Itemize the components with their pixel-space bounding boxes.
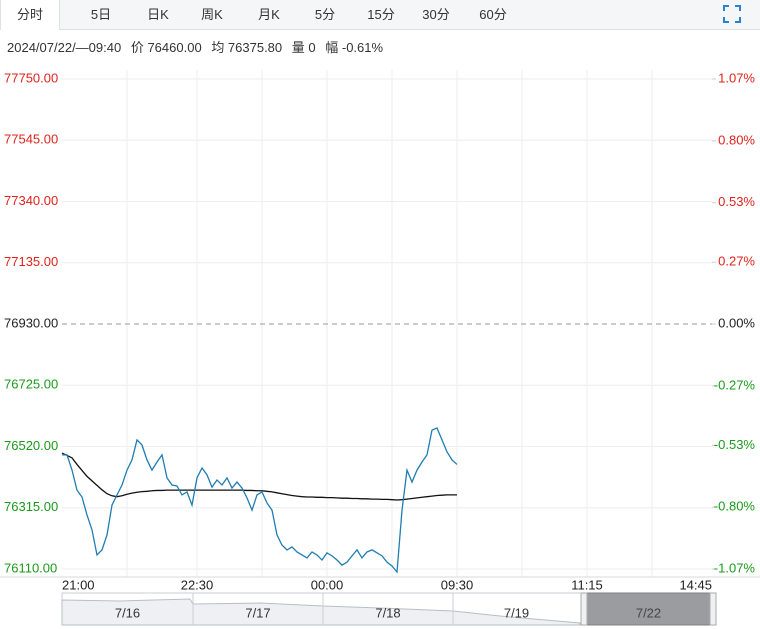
info-volume: 量 0 [291, 40, 316, 55]
x-tick-label: 22:30 [181, 577, 214, 592]
info-price: 价 76460.00 [130, 40, 202, 55]
y-tick-label: 76315.00 [4, 499, 58, 514]
tab[interactable]: 15分 [367, 7, 395, 22]
tab[interactable]: 30分 [422, 7, 450, 22]
x-tick-label: 00:00 [311, 577, 344, 592]
x-tick-label: 11:15 [571, 577, 603, 592]
y-tick-label: 76725.00 [4, 377, 58, 392]
info-time: 2024/07/22/—09:40 [7, 40, 122, 55]
tab[interactable]: 周K [201, 7, 223, 22]
tab[interactable]: 5日 [90, 7, 112, 22]
y-tick-label: 77135.00 [4, 254, 58, 269]
tab[interactable]: 60分 [479, 7, 507, 22]
y-tick-label: 77340.00 [4, 193, 58, 208]
navigator-overview [61, 598, 581, 626]
tab[interactable]: 分时 [0, 0, 60, 30]
navigator-label: 7/18 [375, 605, 400, 620]
y-tick-label: 77750.00 [4, 70, 58, 85]
navigator-handle[interactable] [580, 592, 588, 626]
y2-tick-label: -1.07% [714, 560, 756, 575]
tab-bar: 分时 5日 日K 周K 月K 5分 15分 30分 60分 [0, 0, 760, 30]
y2-tick-label: -0.27% [714, 377, 756, 392]
navigator-label: 7/16 [115, 605, 140, 620]
y2-tick-label: 0.80% [718, 132, 755, 147]
y2-tick-label: -0.53% [714, 437, 756, 452]
tab[interactable]: 月K [258, 7, 280, 22]
navigator-label: 7/22 [636, 605, 661, 620]
navigator-label: 7/17 [245, 605, 270, 620]
y-tick-label: 76110.00 [4, 560, 57, 575]
y-tick-label: 76520.00 [4, 438, 58, 453]
x-tick-label: 14:45 [679, 577, 712, 592]
y-tick-label: 77545.00 [4, 132, 58, 147]
info-average: 均 76375.80 [211, 40, 283, 55]
navigator-handle[interactable] [709, 592, 717, 626]
y2-tick-label: 0.53% [718, 194, 755, 209]
y-tick-label: 76930.00 [4, 315, 58, 330]
navigator-label: 7/19 [504, 605, 529, 620]
x-tick-label: 09:30 [441, 577, 474, 592]
tab[interactable]: 日K [147, 7, 169, 22]
tab[interactable]: 5分 [314, 7, 336, 22]
series-line [62, 427, 458, 574]
y2-tick-label: 0.00% [718, 315, 755, 330]
series-line [61, 452, 457, 501]
y2-tick-label: -0.80% [714, 499, 756, 514]
info-line: 2024/07/22/—09:40 价 76460.00 均 76375.80 … [7, 37, 389, 56]
fullscreen-icon[interactable] [722, 4, 742, 24]
y2-tick-label: 0.27% [718, 254, 755, 269]
y2-tick-label: 1.07% [718, 70, 755, 85]
info-change: 幅 -0.61% [325, 40, 384, 55]
x-tick-label: 21:00 [62, 577, 95, 592]
